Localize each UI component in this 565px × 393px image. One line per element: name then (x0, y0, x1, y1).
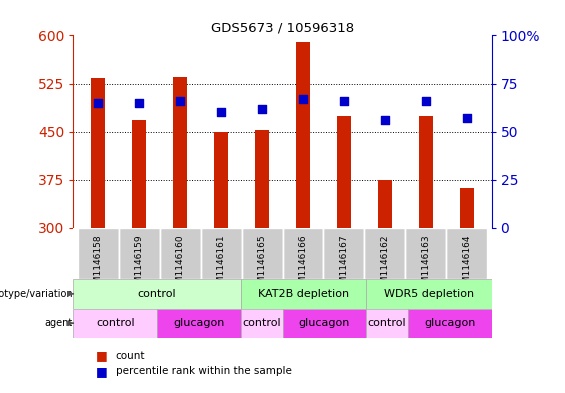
Bar (157, 309, 241, 338)
Bar (159, 228, 201, 279)
Bar (241, 309, 282, 338)
Point (421, 98, 431, 104)
Bar (364, 228, 406, 279)
Bar (201, 228, 241, 279)
Point (176, 98, 185, 104)
Bar (366, 279, 492, 309)
Bar (77, 228, 119, 279)
Bar (282, 228, 324, 279)
Bar (446, 228, 488, 279)
Text: percentile rank within the sample: percentile rank within the sample (116, 366, 292, 376)
Bar (119, 228, 159, 279)
Bar (366, 309, 408, 338)
Bar (406, 228, 446, 279)
Bar (460, 188, 474, 228)
Bar (378, 180, 392, 228)
Text: GSM1146167: GSM1146167 (340, 234, 349, 295)
Text: control: control (96, 318, 134, 328)
Bar (255, 130, 269, 228)
Bar (91, 78, 105, 228)
Text: KAT2B depletion: KAT2B depletion (258, 289, 349, 299)
Text: GSM1146162: GSM1146162 (380, 234, 389, 295)
Text: agent: agent (45, 318, 73, 328)
Text: GSM1146159: GSM1146159 (134, 234, 144, 295)
Text: GSM1146163: GSM1146163 (421, 234, 431, 295)
Point (462, 115, 471, 121)
Text: glucagon: glucagon (173, 318, 224, 328)
Text: GSM1146166: GSM1146166 (298, 234, 307, 295)
Point (298, 96, 307, 102)
Text: count: count (116, 351, 145, 361)
Point (216, 109, 225, 116)
Bar (173, 77, 187, 228)
Bar (419, 116, 433, 228)
Point (94, 99, 103, 106)
Point (134, 99, 144, 106)
Point (258, 105, 267, 112)
Bar (282, 309, 366, 338)
Text: GSM1146161: GSM1146161 (216, 234, 225, 295)
Text: control: control (368, 318, 406, 328)
Bar (241, 279, 366, 309)
Point (340, 98, 349, 104)
Bar (296, 42, 310, 228)
Text: ■: ■ (96, 349, 108, 362)
Bar (214, 132, 228, 228)
Text: glucagon: glucagon (424, 318, 475, 328)
Text: GSM1146164: GSM1146164 (463, 234, 471, 295)
Bar (73, 279, 241, 309)
Bar (73, 309, 157, 338)
Text: glucagon: glucagon (299, 318, 350, 328)
Text: genotype/variation: genotype/variation (0, 289, 73, 299)
Text: GSM1146158: GSM1146158 (94, 234, 102, 295)
Text: control: control (138, 289, 176, 299)
Bar (337, 116, 351, 228)
Text: GSM1146165: GSM1146165 (258, 234, 267, 295)
Title: GDS5673 / 10596318: GDS5673 / 10596318 (211, 21, 354, 34)
Text: ■: ■ (96, 365, 108, 378)
Bar (132, 120, 146, 228)
Text: GSM1146160: GSM1146160 (176, 234, 185, 295)
Bar (241, 228, 282, 279)
Bar (408, 309, 492, 338)
Text: control: control (242, 318, 281, 328)
Text: WDR5 depletion: WDR5 depletion (384, 289, 474, 299)
Point (380, 117, 389, 123)
Bar (324, 228, 364, 279)
